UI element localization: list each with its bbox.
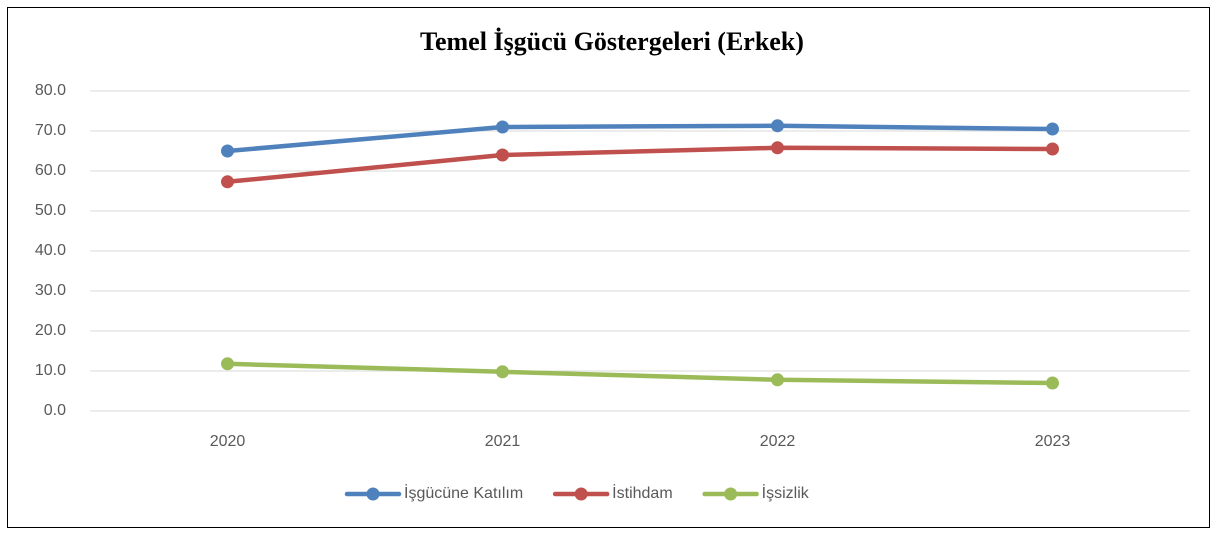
y-tick-label: 20.0 bbox=[35, 322, 66, 339]
data-point bbox=[496, 365, 509, 379]
y-tick-label: 80.0 bbox=[35, 82, 66, 99]
legend-label: İşgücüne Katılım bbox=[404, 483, 523, 502]
data-point bbox=[1046, 376, 1059, 390]
y-tick-label: 60.0 bbox=[35, 162, 66, 179]
chart-title: Temel İşgücü Göstergeleri (Erkek) bbox=[420, 27, 804, 56]
x-tick-label: 2021 bbox=[485, 433, 521, 450]
legend-label: İşsizlik bbox=[762, 483, 810, 502]
x-tick-label: 2023 bbox=[1035, 433, 1071, 450]
series-line bbox=[225, 361, 1055, 386]
data-point bbox=[221, 175, 234, 189]
y-tick-label: 30.0 bbox=[35, 282, 66, 299]
data-point bbox=[221, 357, 234, 371]
data-point bbox=[1046, 142, 1059, 156]
y-tick-label: 40.0 bbox=[35, 242, 66, 259]
y-tick-label: 70.0 bbox=[35, 122, 66, 139]
x-tick-label: 2020 bbox=[210, 433, 246, 450]
legend-marker bbox=[366, 487, 380, 501]
data-point bbox=[771, 119, 784, 133]
data-point bbox=[1046, 122, 1059, 136]
legend-marker bbox=[574, 487, 588, 501]
legend-label: İstihdam bbox=[612, 483, 672, 502]
y-tick-label: 10.0 bbox=[35, 362, 66, 379]
chart-border bbox=[7, 7, 1210, 528]
y-tick-label: 0.0 bbox=[44, 402, 66, 419]
legend-marker bbox=[724, 487, 738, 501]
y-tick-label: 50.0 bbox=[35, 202, 66, 219]
data-point bbox=[496, 120, 509, 134]
series-line bbox=[225, 145, 1055, 185]
data-point bbox=[771, 141, 784, 155]
series-line bbox=[225, 123, 1055, 154]
data-point bbox=[221, 144, 234, 158]
data-point bbox=[496, 148, 509, 162]
x-tick-label: 2022 bbox=[760, 433, 796, 450]
data-point bbox=[771, 373, 784, 387]
